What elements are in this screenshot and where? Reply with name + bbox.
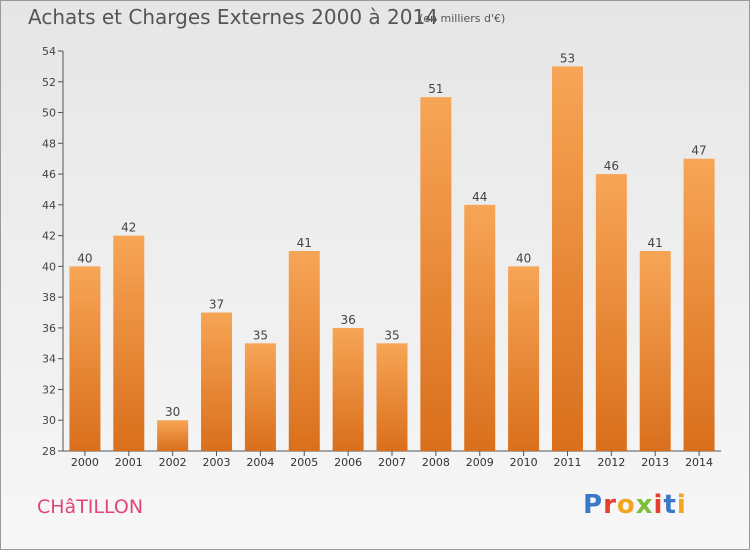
x-tick-label: 2000: [71, 456, 99, 469]
x-tick-label: 2014: [685, 456, 713, 469]
data-label: 41: [297, 236, 312, 250]
x-tick-label: 2012: [597, 456, 625, 469]
bar-2011: [551, 66, 583, 451]
y-tick-label: 30: [42, 414, 56, 427]
data-label: 40: [77, 251, 92, 265]
bar-2013: [639, 251, 671, 451]
bar-2003: [201, 312, 233, 451]
x-tick-label: 2007: [378, 456, 406, 469]
logo-letter: r: [603, 490, 617, 520]
logo-letter: P: [583, 490, 604, 520]
bar-2009: [464, 204, 496, 451]
y-tick-label: 50: [42, 107, 56, 120]
bars: [69, 66, 715, 452]
logo-letter: x: [635, 490, 654, 520]
data-label: 46: [604, 159, 619, 173]
data-label: 51: [428, 82, 443, 96]
y-tick-label: 54: [42, 45, 56, 58]
chart-title: Achats et Charges Externes 2000 à 2014: [28, 5, 438, 29]
bar-2012: [595, 174, 627, 452]
y-tick-label: 42: [42, 230, 56, 243]
x-tick-label: 2013: [641, 456, 669, 469]
y-tick-label: 40: [42, 260, 56, 273]
bar-2005: [288, 251, 320, 451]
logo-letter: i: [653, 490, 664, 520]
x-tick-label: 2002: [159, 456, 187, 469]
y-tick-label: 52: [42, 76, 56, 89]
x-tick-label: 2003: [203, 456, 231, 469]
y-tick-label: 38: [42, 291, 56, 304]
data-label: 53: [560, 51, 575, 65]
bar-2002: [157, 420, 189, 451]
logo-letter: o: [616, 490, 636, 520]
y-tick-label: 32: [42, 383, 56, 396]
y-tick-label: 34: [42, 353, 56, 366]
bar-2000: [69, 266, 101, 451]
chart-subtitle: (en milliers d'€): [419, 12, 506, 25]
bar-2001: [113, 235, 145, 451]
x-tick-label: 2006: [334, 456, 362, 469]
bar-2010: [508, 266, 540, 451]
y-tick-label: 46: [42, 168, 56, 181]
data-label: 44: [472, 190, 487, 204]
data-label: 40: [516, 251, 531, 265]
commune-name: CHâTILLON: [37, 496, 144, 518]
x-tick-label: 2010: [510, 456, 538, 469]
proxiti-logo[interactable]: Proxiti: [583, 490, 687, 520]
x-tick-label: 2005: [290, 456, 318, 469]
x-tick-label: 2011: [553, 456, 581, 469]
data-label: 37: [209, 298, 224, 312]
x-tick-label: 2008: [422, 456, 450, 469]
logo-letter: t: [663, 490, 677, 520]
x-tick-label: 2009: [466, 456, 494, 469]
y-tick-label: 44: [42, 199, 56, 212]
data-labels: 40 42 30 37 35 41 36 35 51 44 40 53 46 41 47: [77, 51, 706, 419]
data-label: 42: [121, 221, 136, 235]
data-label: 47: [691, 144, 706, 158]
bar-2007: [376, 343, 408, 451]
x-tick-label: 2001: [115, 456, 143, 469]
data-label: 36: [340, 313, 355, 327]
data-label: 35: [253, 328, 268, 342]
y-tick-label: 48: [42, 137, 56, 150]
bar-2006: [332, 327, 364, 451]
y-tick-label: 36: [42, 322, 56, 335]
data-label: 35: [384, 328, 399, 342]
data-label: 41: [648, 236, 663, 250]
bar-2008: [420, 97, 452, 452]
data-label: 30: [165, 405, 180, 419]
bar-2004: [244, 343, 276, 451]
x-tick-label: 2004: [246, 456, 274, 469]
logo-letter: i: [676, 490, 687, 520]
axes: 28 30 32 34 36 38 40 42 44 46 48 50 52 54 2000 2001 2002…: [42, 45, 721, 469]
y-tick-label: 28: [42, 445, 56, 458]
bar-2014: [683, 158, 715, 451]
